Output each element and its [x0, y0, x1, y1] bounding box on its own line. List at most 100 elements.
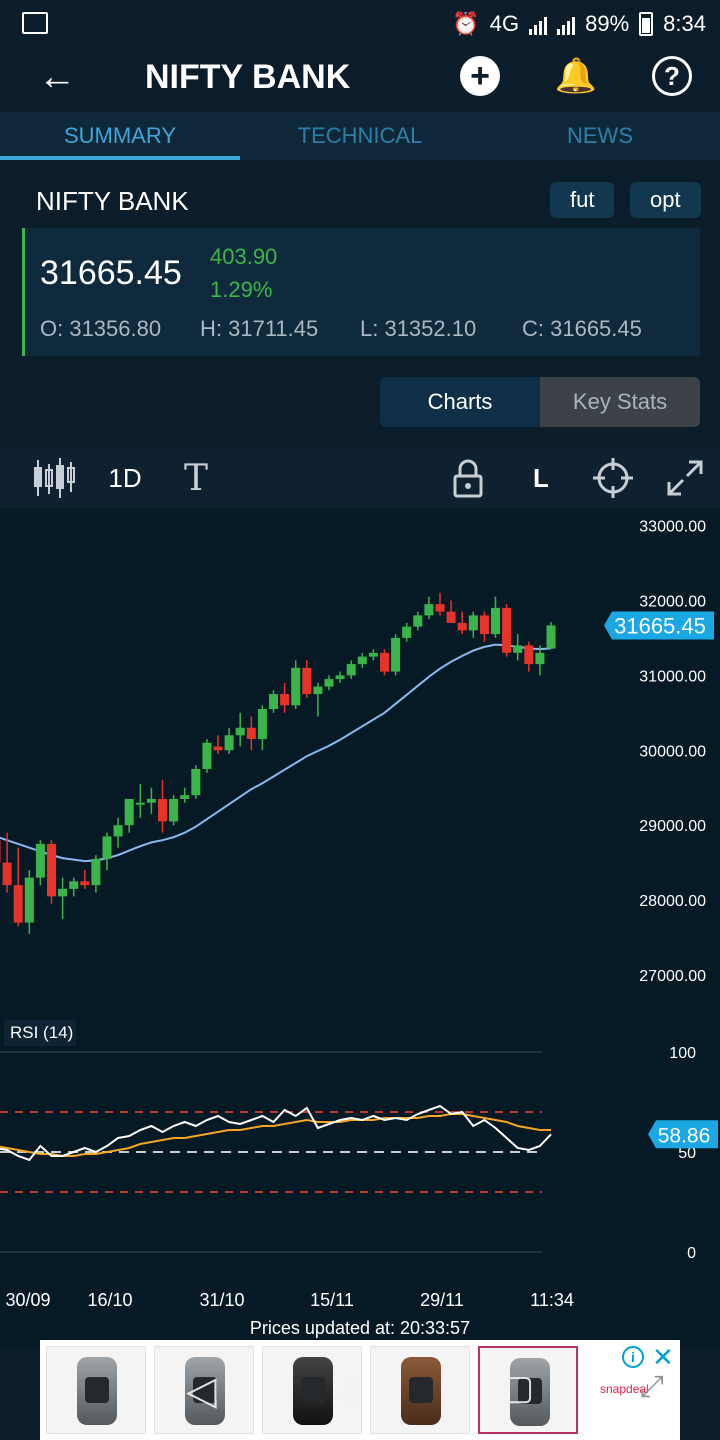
candle-body: [457, 622, 467, 631]
candle-body: [302, 667, 312, 695]
candle-body: [0, 840, 1, 863]
ad-product-tile[interactable]: [262, 1346, 362, 1434]
candle-body: [202, 742, 212, 769]
expand-icon[interactable]: [664, 456, 706, 500]
lock-icon[interactable]: [448, 456, 488, 500]
moving-average-line: [0, 643, 552, 863]
y-tick-label: 33000.00: [639, 518, 706, 535]
candle-body: [191, 768, 201, 796]
ad-product-tile[interactable]: [154, 1346, 254, 1434]
candle-body: [246, 727, 256, 740]
x-tick-label: 30/09: [5, 1290, 50, 1310]
watch-image: [401, 1357, 441, 1425]
rsi-y-tick-label: 50: [678, 1145, 696, 1162]
close-value: C: 31665.45: [522, 316, 642, 341]
low-value: L: 31352.10: [360, 316, 477, 341]
rsi-signal-line: [0, 1113, 551, 1157]
updated-time: 20:33:57: [400, 1318, 471, 1338]
crosshair-icon[interactable]: [592, 456, 634, 500]
x-tick-label: 29/11: [420, 1290, 464, 1310]
rsi-value-tag: [648, 1120, 718, 1149]
candle-body: [446, 611, 456, 623]
ad-product-tile[interactable]: [370, 1346, 470, 1434]
text-icon[interactable]: T: [183, 457, 208, 499]
candle-body: [313, 686, 323, 695]
candle-body: [102, 836, 112, 859]
candle-body: [291, 667, 301, 706]
nav-recent-icon[interactable]: ▢: [502, 1369, 535, 1407]
nav-home-icon[interactable]: ⌂: [340, 1366, 365, 1410]
rsi-line: [0, 1104, 552, 1162]
ad-brand: snapdeal: [600, 1382, 649, 1396]
candle-body: [524, 645, 534, 665]
rsi-y-tick-label: 0: [687, 1245, 696, 1262]
view-toggle: Charts Key Stats: [380, 377, 700, 427]
tab-technical[interactable]: TECHNICAL: [297, 123, 423, 148]
price-chart[interactable]: 33000.00 32000.00 31000.00 30000.00 29000.00…: [0, 508, 720, 1348]
signal-sim2-icon: [557, 13, 576, 35]
candle-body: [335, 675, 345, 680]
y-tick-label: 28000.00: [639, 893, 706, 910]
candle-body: [24, 877, 34, 923]
ad-product-tile[interactable]: [46, 1346, 146, 1434]
plus-circle-icon[interactable]: +: [460, 56, 500, 96]
chart-toolbar: 1D T L: [0, 448, 720, 508]
updated-label: Prices updated at:: [249, 1318, 395, 1338]
rsi-label-box: [4, 1020, 76, 1046]
open-value: O: 31356.80: [40, 316, 162, 341]
x-tick-label: 31/10: [199, 1290, 244, 1310]
candle-body: [368, 652, 378, 657]
info-icon[interactable]: i: [622, 1346, 644, 1368]
watch-image: [185, 1357, 225, 1425]
candlestick-icon[interactable]: [30, 456, 78, 500]
nav-expand-icon[interactable]: ⤢: [640, 1370, 664, 1403]
quote-card: 31665.45 403.90 1.29% O: 31356.80 H: 317…: [22, 228, 700, 356]
tab-bar: SUMMARY TECHNICAL NEWS: [0, 112, 720, 160]
charts-button[interactable]: Charts: [380, 377, 540, 427]
nav-back-icon[interactable]: ◁: [186, 1369, 217, 1413]
candle-body: [69, 881, 79, 889]
candle-body: [213, 746, 223, 751]
battery-percent: 89%: [585, 11, 630, 36]
battery-icon: [639, 12, 654, 36]
page-title: NIFTY BANK: [145, 58, 351, 96]
y-tick-label: 30000.00: [639, 743, 706, 760]
candle-body: [357, 656, 367, 665]
candle-body: [180, 795, 190, 799]
candle-body: [13, 885, 23, 923]
candle-body: [169, 798, 179, 822]
key-stats-button[interactable]: Key Stats: [540, 377, 700, 427]
bell-plus-icon[interactable]: 🔔: [554, 57, 598, 95]
candle-body: [535, 652, 545, 665]
log-scale-toggle[interactable]: L: [533, 462, 549, 493]
rsi-value-tag-label: 58.86: [658, 1124, 711, 1147]
candle-body: [269, 694, 278, 710]
close-icon[interactable]: ✕: [652, 1342, 674, 1372]
interval-selector[interactable]: 1D: [108, 462, 142, 493]
help-circle-icon[interactable]: ?: [652, 56, 692, 96]
candle-body: [491, 607, 500, 635]
ad-product-tile[interactable]: [478, 1346, 578, 1434]
candle-body: [135, 802, 145, 805]
candle-body: [47, 843, 56, 897]
ad-banner[interactable]: i ✕ snapdeal ◁ ⌂ ▢ ⤢: [40, 1340, 680, 1440]
high-value: H: 31711.45: [200, 316, 319, 341]
candle-body: [391, 637, 401, 672]
candle-body: [424, 604, 434, 616]
fut-button[interactable]: fut: [550, 182, 615, 218]
opt-button[interactable]: opt: [630, 182, 701, 218]
chart-area[interactable]: 33000.00 32000.00 31000.00 30000.00 29000.00…: [0, 508, 720, 1348]
prices-updated: Prices updated at: 20:33:57: [0, 1318, 720, 1339]
x-tick-label: 15/11: [310, 1290, 354, 1310]
candle-body: [91, 858, 101, 886]
arrow-left-icon[interactable]: ←: [38, 56, 76, 98]
candle-body: [35, 843, 45, 878]
tab-summary[interactable]: SUMMARY: [0, 112, 240, 160]
tab-news[interactable]: NEWS: [567, 123, 633, 148]
x-tick-label: 16/10: [87, 1290, 132, 1310]
candle-body: [80, 881, 90, 886]
rsi-y-tick-label: 100: [669, 1045, 696, 1062]
candle-body: [280, 694, 290, 706]
y-tick-label: 27000.00: [639, 968, 706, 985]
y-tick-label: 29000.00: [639, 818, 706, 835]
